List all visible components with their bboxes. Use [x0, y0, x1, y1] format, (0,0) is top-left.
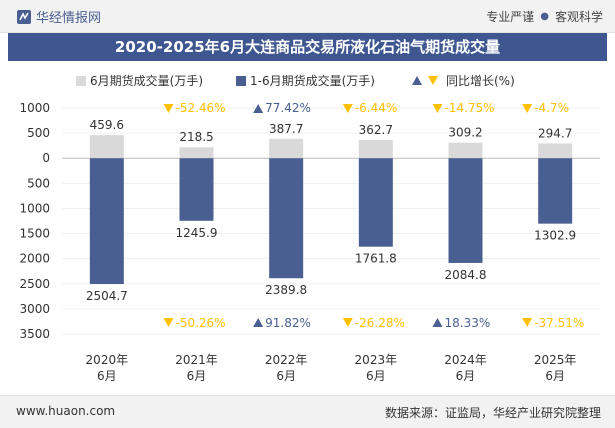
growth-up-triangle-icon	[432, 318, 443, 327]
bar-cumulative	[358, 158, 393, 247]
growth-down-triangle-icon	[522, 318, 533, 327]
x-tick-label: 2021年	[175, 353, 218, 367]
x-tick-label: 6月	[545, 369, 565, 383]
bar-cumulative	[269, 158, 304, 279]
brand-logo-icon	[17, 9, 31, 24]
y-tick-label: 500	[27, 176, 50, 190]
growth-label-monthly: -52.46%	[176, 101, 226, 115]
bar-monthly	[448, 142, 483, 159]
growth-down-triangle-icon	[432, 104, 443, 113]
x-tick-label: 2025年	[534, 353, 577, 367]
y-tick-label: 2000	[19, 252, 50, 266]
growth-down-triangle-icon	[163, 104, 174, 113]
growth-label-cumulative: -50.26%	[176, 316, 226, 330]
legend-label-cumulative: 1-6月期货成交量(万手)	[250, 73, 375, 88]
bullet-dot-icon: ●	[540, 11, 549, 22]
data-label-monthly: 362.7	[359, 123, 393, 137]
data-label-cumulative: 2504.7	[86, 289, 128, 303]
footer-bar: www.huaon.com 数据来源：证监局，华经产业研究院整理	[0, 395, 615, 428]
y-tick-label: 500	[27, 126, 50, 140]
data-label-monthly: 218.5	[179, 130, 213, 144]
legend-label-growth: 同比增长(%)	[446, 74, 515, 88]
data-label-cumulative: 1302.9	[534, 229, 576, 243]
y-tick-label: 2500	[19, 277, 50, 291]
growth-label-monthly: -6.44%	[355, 101, 397, 115]
growth-label-cumulative: 91.82%	[265, 316, 311, 330]
data-label-cumulative: 2389.8	[265, 283, 307, 297]
brand-name: 华经情报网	[36, 11, 102, 26]
chart-title: 2020-2025年6月大连商品交易所液化石油气期货成交量	[8, 33, 607, 61]
footer-url: www.huaon.com	[16, 404, 116, 418]
data-label-monthly: 294.7	[538, 126, 572, 140]
footer-source: 数据来源：证监局，华经产业研究院整理	[384, 406, 601, 420]
x-tick-label: 6月	[366, 369, 386, 383]
legend-swatch-cumulative	[236, 76, 246, 86]
slogan-right: 客观科学	[554, 10, 603, 24]
top-bar: 华经情报网 专业严谨 ● 客观科学	[0, 0, 615, 33]
y-tick-label: 3000	[19, 302, 50, 316]
growth-label-monthly: 77.42%	[265, 101, 311, 115]
bar-monthly	[179, 147, 214, 159]
data-label-cumulative: 2084.8	[445, 268, 487, 282]
growth-down-triangle-icon	[342, 104, 353, 113]
growth-label-monthly: -14.75%	[445, 101, 495, 115]
legend-label-monthly: 6月期货成交量(万手)	[90, 73, 203, 88]
data-label-cumulative: 1761.8	[355, 252, 397, 266]
x-tick-label: 6月	[187, 369, 207, 383]
y-tick-label: 1000	[19, 201, 50, 215]
bar-monthly	[269, 138, 304, 159]
x-tick-label: 2023年	[355, 353, 398, 367]
legend-up-triangle-icon	[412, 76, 422, 85]
legend-down-triangle-icon	[428, 76, 438, 85]
y-tick-label: 1500	[19, 227, 50, 241]
bar-monthly	[538, 143, 573, 159]
data-label-monthly: 459.6	[90, 118, 124, 132]
growth-down-triangle-icon	[522, 104, 533, 113]
growth-up-triangle-icon	[253, 318, 264, 327]
growth-label-monthly: -4.7%	[534, 101, 569, 115]
bar-monthly	[89, 135, 124, 159]
x-tick-label: 6月	[97, 369, 117, 383]
growth-label-cumulative: -37.51%	[534, 316, 584, 330]
data-label-monthly: 387.7	[269, 122, 303, 136]
brand: 华经情报网	[16, 7, 101, 26]
x-tick-label: 6月	[456, 369, 476, 383]
bar-cumulative	[538, 158, 573, 224]
legend-swatch-monthly	[76, 76, 86, 86]
y-tick-label: 1000	[19, 101, 50, 115]
growth-down-triangle-icon	[163, 318, 174, 327]
y-tick-label: 0	[42, 151, 50, 165]
slogan: 专业严谨 ● 客观科学	[486, 8, 603, 25]
growth-label-cumulative: 18.33%	[445, 316, 491, 330]
x-tick-label: 2022年	[265, 353, 308, 367]
data-label-cumulative: 1245.9	[176, 226, 218, 240]
y-tick-label: 3500	[19, 327, 50, 341]
x-tick-label: 2020年	[86, 353, 129, 367]
x-tick-label: 6月	[276, 369, 296, 383]
bar-cumulative	[89, 158, 124, 285]
growth-down-triangle-icon	[342, 318, 353, 327]
bar-cumulative	[448, 158, 483, 263]
bar-cumulative	[179, 158, 214, 221]
data-label-monthly: 309.2	[448, 126, 482, 140]
bar-monthly	[358, 140, 393, 159]
growth-label-cumulative: -26.28%	[355, 316, 405, 330]
growth-up-triangle-icon	[253, 104, 264, 113]
slogan-left: 专业严谨	[486, 10, 535, 24]
x-tick-label: 2024年	[444, 353, 487, 367]
